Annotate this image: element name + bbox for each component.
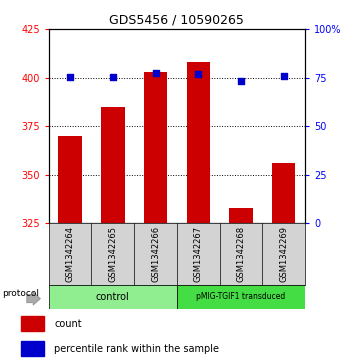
Bar bbox=[101, 107, 125, 223]
Point bbox=[195, 71, 201, 77]
Point bbox=[110, 74, 116, 79]
Text: control: control bbox=[96, 292, 130, 302]
Title: GDS5456 / 10590265: GDS5456 / 10590265 bbox=[109, 13, 244, 26]
Text: GSM1342269: GSM1342269 bbox=[279, 226, 288, 282]
Text: GSM1342265: GSM1342265 bbox=[108, 226, 117, 282]
Point bbox=[281, 73, 287, 78]
Bar bbox=[187, 62, 210, 223]
Text: GSM1342266: GSM1342266 bbox=[151, 226, 160, 282]
Bar bbox=[272, 163, 295, 223]
Text: protocol: protocol bbox=[3, 289, 39, 298]
Text: pMIG-TGIF1 transduced: pMIG-TGIF1 transduced bbox=[196, 292, 286, 301]
Bar bbox=[177, 285, 305, 309]
Bar bbox=[229, 208, 253, 223]
Point bbox=[238, 78, 244, 83]
Text: GSM1342268: GSM1342268 bbox=[236, 226, 245, 282]
Text: GSM1342267: GSM1342267 bbox=[194, 226, 203, 282]
Text: GSM1342264: GSM1342264 bbox=[66, 226, 75, 282]
Text: percentile rank within the sample: percentile rank within the sample bbox=[54, 344, 219, 354]
Bar bbox=[21, 316, 44, 331]
Point bbox=[67, 74, 73, 79]
Bar bbox=[58, 136, 82, 223]
Bar bbox=[21, 341, 44, 356]
Text: count: count bbox=[54, 319, 82, 329]
FancyArrow shape bbox=[27, 292, 40, 305]
Point bbox=[153, 70, 158, 76]
Bar bbox=[49, 285, 177, 309]
Bar bbox=[144, 72, 167, 223]
